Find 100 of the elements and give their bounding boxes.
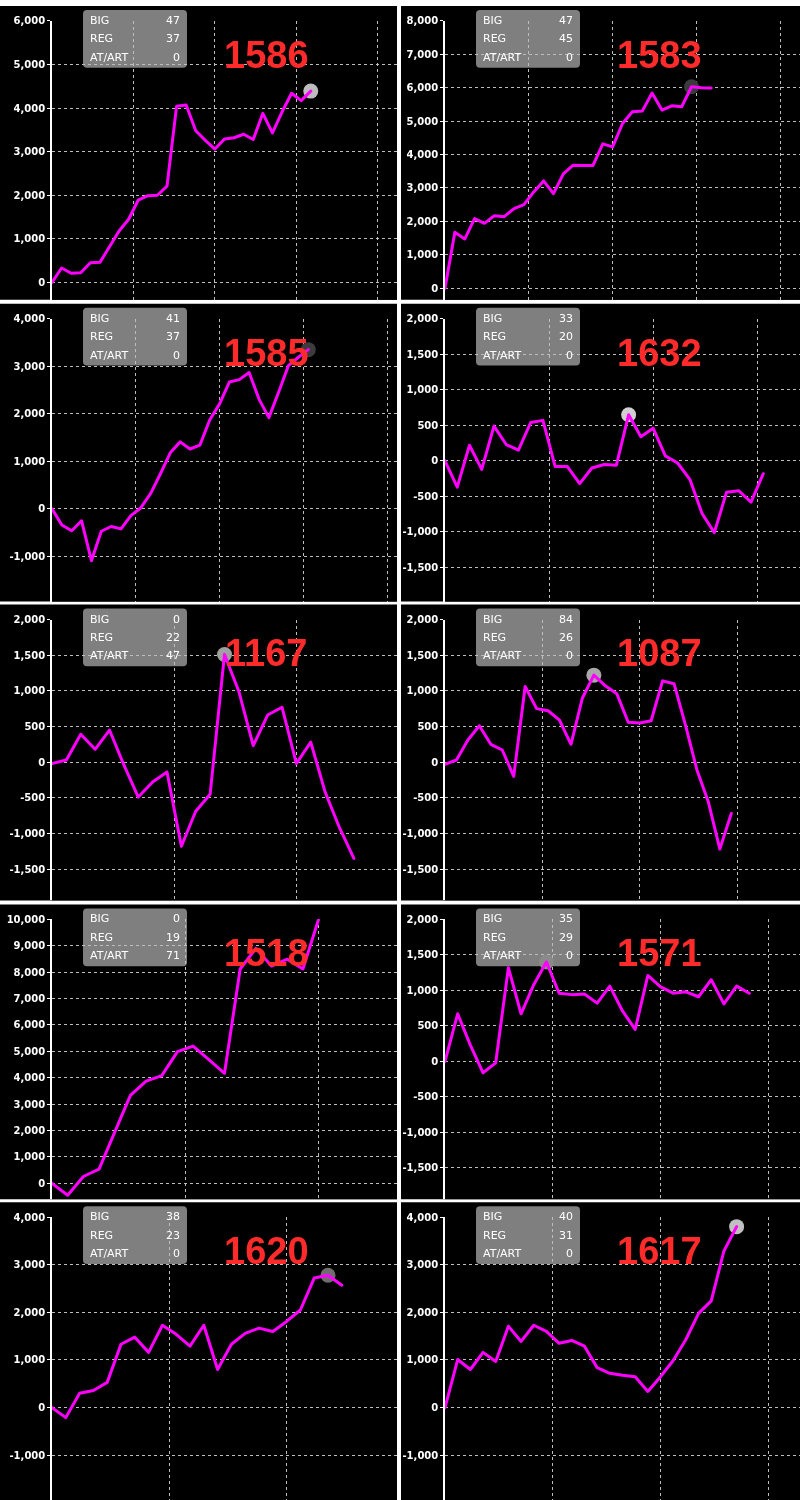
y-tick-label: -1,000 xyxy=(402,526,439,538)
y-tick-label: 500 xyxy=(24,720,46,732)
annotation: 35 xyxy=(559,912,573,925)
y-tick-label: -1,000 xyxy=(402,1126,439,1138)
y-tick-label: -1,500 xyxy=(402,561,439,573)
annotation: 0 xyxy=(173,51,180,64)
y-tick-label: 0 xyxy=(431,1055,439,1067)
annotation: 47 xyxy=(559,14,573,27)
y-tick-label: 7,000 xyxy=(406,48,439,60)
annotation: AT/ART xyxy=(90,949,129,962)
y-tick-label: -1,000 xyxy=(402,827,439,839)
y-tick-label: 2,000 xyxy=(13,408,46,420)
y-tick-label: 2,000 xyxy=(406,313,439,325)
annotation: BIG xyxy=(90,312,110,325)
annotation: REG xyxy=(483,1229,507,1242)
annotation: 0 xyxy=(566,1247,573,1260)
y-tick-label: -1,500 xyxy=(402,863,439,875)
y-tick-label: -1,000 xyxy=(9,827,46,839)
annotation: REG xyxy=(90,931,114,944)
chart-title: 1087 xyxy=(617,632,702,674)
y-tick-label: 2,000 xyxy=(13,1306,46,1318)
y-tick-label: 3,000 xyxy=(406,1259,439,1271)
annotation: BIG xyxy=(483,613,503,626)
annotation: REG xyxy=(483,330,507,343)
y-tick-label: 8,000 xyxy=(13,966,46,978)
y-tick-label: 3,000 xyxy=(13,1098,46,1110)
y-tick-label: 3,000 xyxy=(13,360,46,372)
y-tick-label: 0 xyxy=(38,276,46,288)
y-tick-label: 7,000 xyxy=(13,993,46,1005)
annotation: BIG xyxy=(90,14,110,27)
y-tick-label: 4,000 xyxy=(13,102,46,114)
annotation: 84 xyxy=(559,613,573,626)
y-tick-label: -1,000 xyxy=(402,1449,439,1461)
y-tick-label: 4,000 xyxy=(406,1211,439,1223)
y-tick-label: 500 xyxy=(417,419,439,431)
annotation: 47 xyxy=(166,649,180,662)
y-tick-label: 1,000 xyxy=(13,233,46,245)
y-tick-label: 2,000 xyxy=(406,1306,439,1318)
y-tick-label: -1,000 xyxy=(9,1449,46,1461)
y-tick-label: 0 xyxy=(431,455,439,467)
annotation: 23 xyxy=(166,1229,180,1242)
annotation: 0 xyxy=(173,349,180,362)
y-tick-label: 1,000 xyxy=(13,1354,46,1366)
y-tick-label: 1,000 xyxy=(13,455,46,467)
chart-title: 1617 xyxy=(617,1230,702,1272)
y-tick-label: 2,000 xyxy=(406,913,439,925)
y-tick-label: 4,000 xyxy=(406,149,439,161)
annotation: AT/ART xyxy=(483,349,522,362)
y-tick-label: 6,000 xyxy=(13,1019,46,1031)
annotation: AT/ART xyxy=(90,51,129,64)
annotation: 0 xyxy=(566,649,573,662)
y-tick-label: 1,500 xyxy=(13,649,46,661)
y-tick-label: 6,000 xyxy=(13,15,46,27)
y-tick-label: 2,000 xyxy=(406,215,439,227)
y-tick-label: 0 xyxy=(431,282,439,294)
annotation: BIG xyxy=(483,1210,503,1223)
annotation: AT/ART xyxy=(483,949,522,962)
annotation: AT/ART xyxy=(90,1247,129,1260)
annotation: AT/ART xyxy=(483,51,522,64)
annotation: 22 xyxy=(166,631,180,644)
y-tick-label: 5,000 xyxy=(13,59,46,71)
y-tick-label: 3,000 xyxy=(13,1259,46,1271)
annotation: REG xyxy=(90,330,114,343)
y-tick-label: 4,000 xyxy=(13,1211,46,1223)
y-tick-label: 1,500 xyxy=(406,949,439,961)
y-tick-label: 2,000 xyxy=(13,189,46,201)
y-tick-label: 0 xyxy=(38,1177,46,1189)
annotation: 0 xyxy=(173,1247,180,1260)
annotation: 26 xyxy=(559,631,573,644)
y-tick-label: 0 xyxy=(431,756,439,768)
annotation: 37 xyxy=(166,330,180,343)
annotation: 0 xyxy=(173,613,180,626)
y-tick-label: 2,000 xyxy=(13,1125,46,1137)
y-tick-label: 1,500 xyxy=(406,649,439,661)
chart-title: 1583 xyxy=(617,34,702,76)
y-tick-label: 500 xyxy=(417,720,439,732)
y-tick-label: 0 xyxy=(38,503,46,515)
y-tick-label: 4,000 xyxy=(13,313,46,325)
annotation: AT/ART xyxy=(483,1247,522,1260)
y-tick-label: 3,000 xyxy=(406,182,439,194)
y-tick-label: 4,000 xyxy=(13,1072,46,1084)
y-tick-label: 1,000 xyxy=(406,1354,439,1366)
y-tick-label: 1,000 xyxy=(406,984,439,996)
annotation: REG xyxy=(483,931,507,944)
annotation: 45 xyxy=(559,32,573,45)
annotation: AT/ART xyxy=(90,649,129,662)
annotation: REG xyxy=(90,1229,114,1242)
annotation: 40 xyxy=(559,1210,573,1223)
y-tick-label: -1,500 xyxy=(9,863,46,875)
y-tick-label: -500 xyxy=(413,490,439,502)
annotation: 0 xyxy=(173,912,180,925)
y-tick-label: 5,000 xyxy=(406,115,439,127)
y-tick-label: 1,000 xyxy=(406,685,439,697)
annotation: BIG xyxy=(90,912,110,925)
annotation: REG xyxy=(483,631,507,644)
y-tick-label: 0 xyxy=(431,1402,439,1414)
annotation: BIG xyxy=(483,14,503,27)
y-tick-label: 6,000 xyxy=(406,82,439,94)
y-tick-label: 1,000 xyxy=(13,1151,46,1163)
y-tick-label: 2,000 xyxy=(13,614,46,626)
